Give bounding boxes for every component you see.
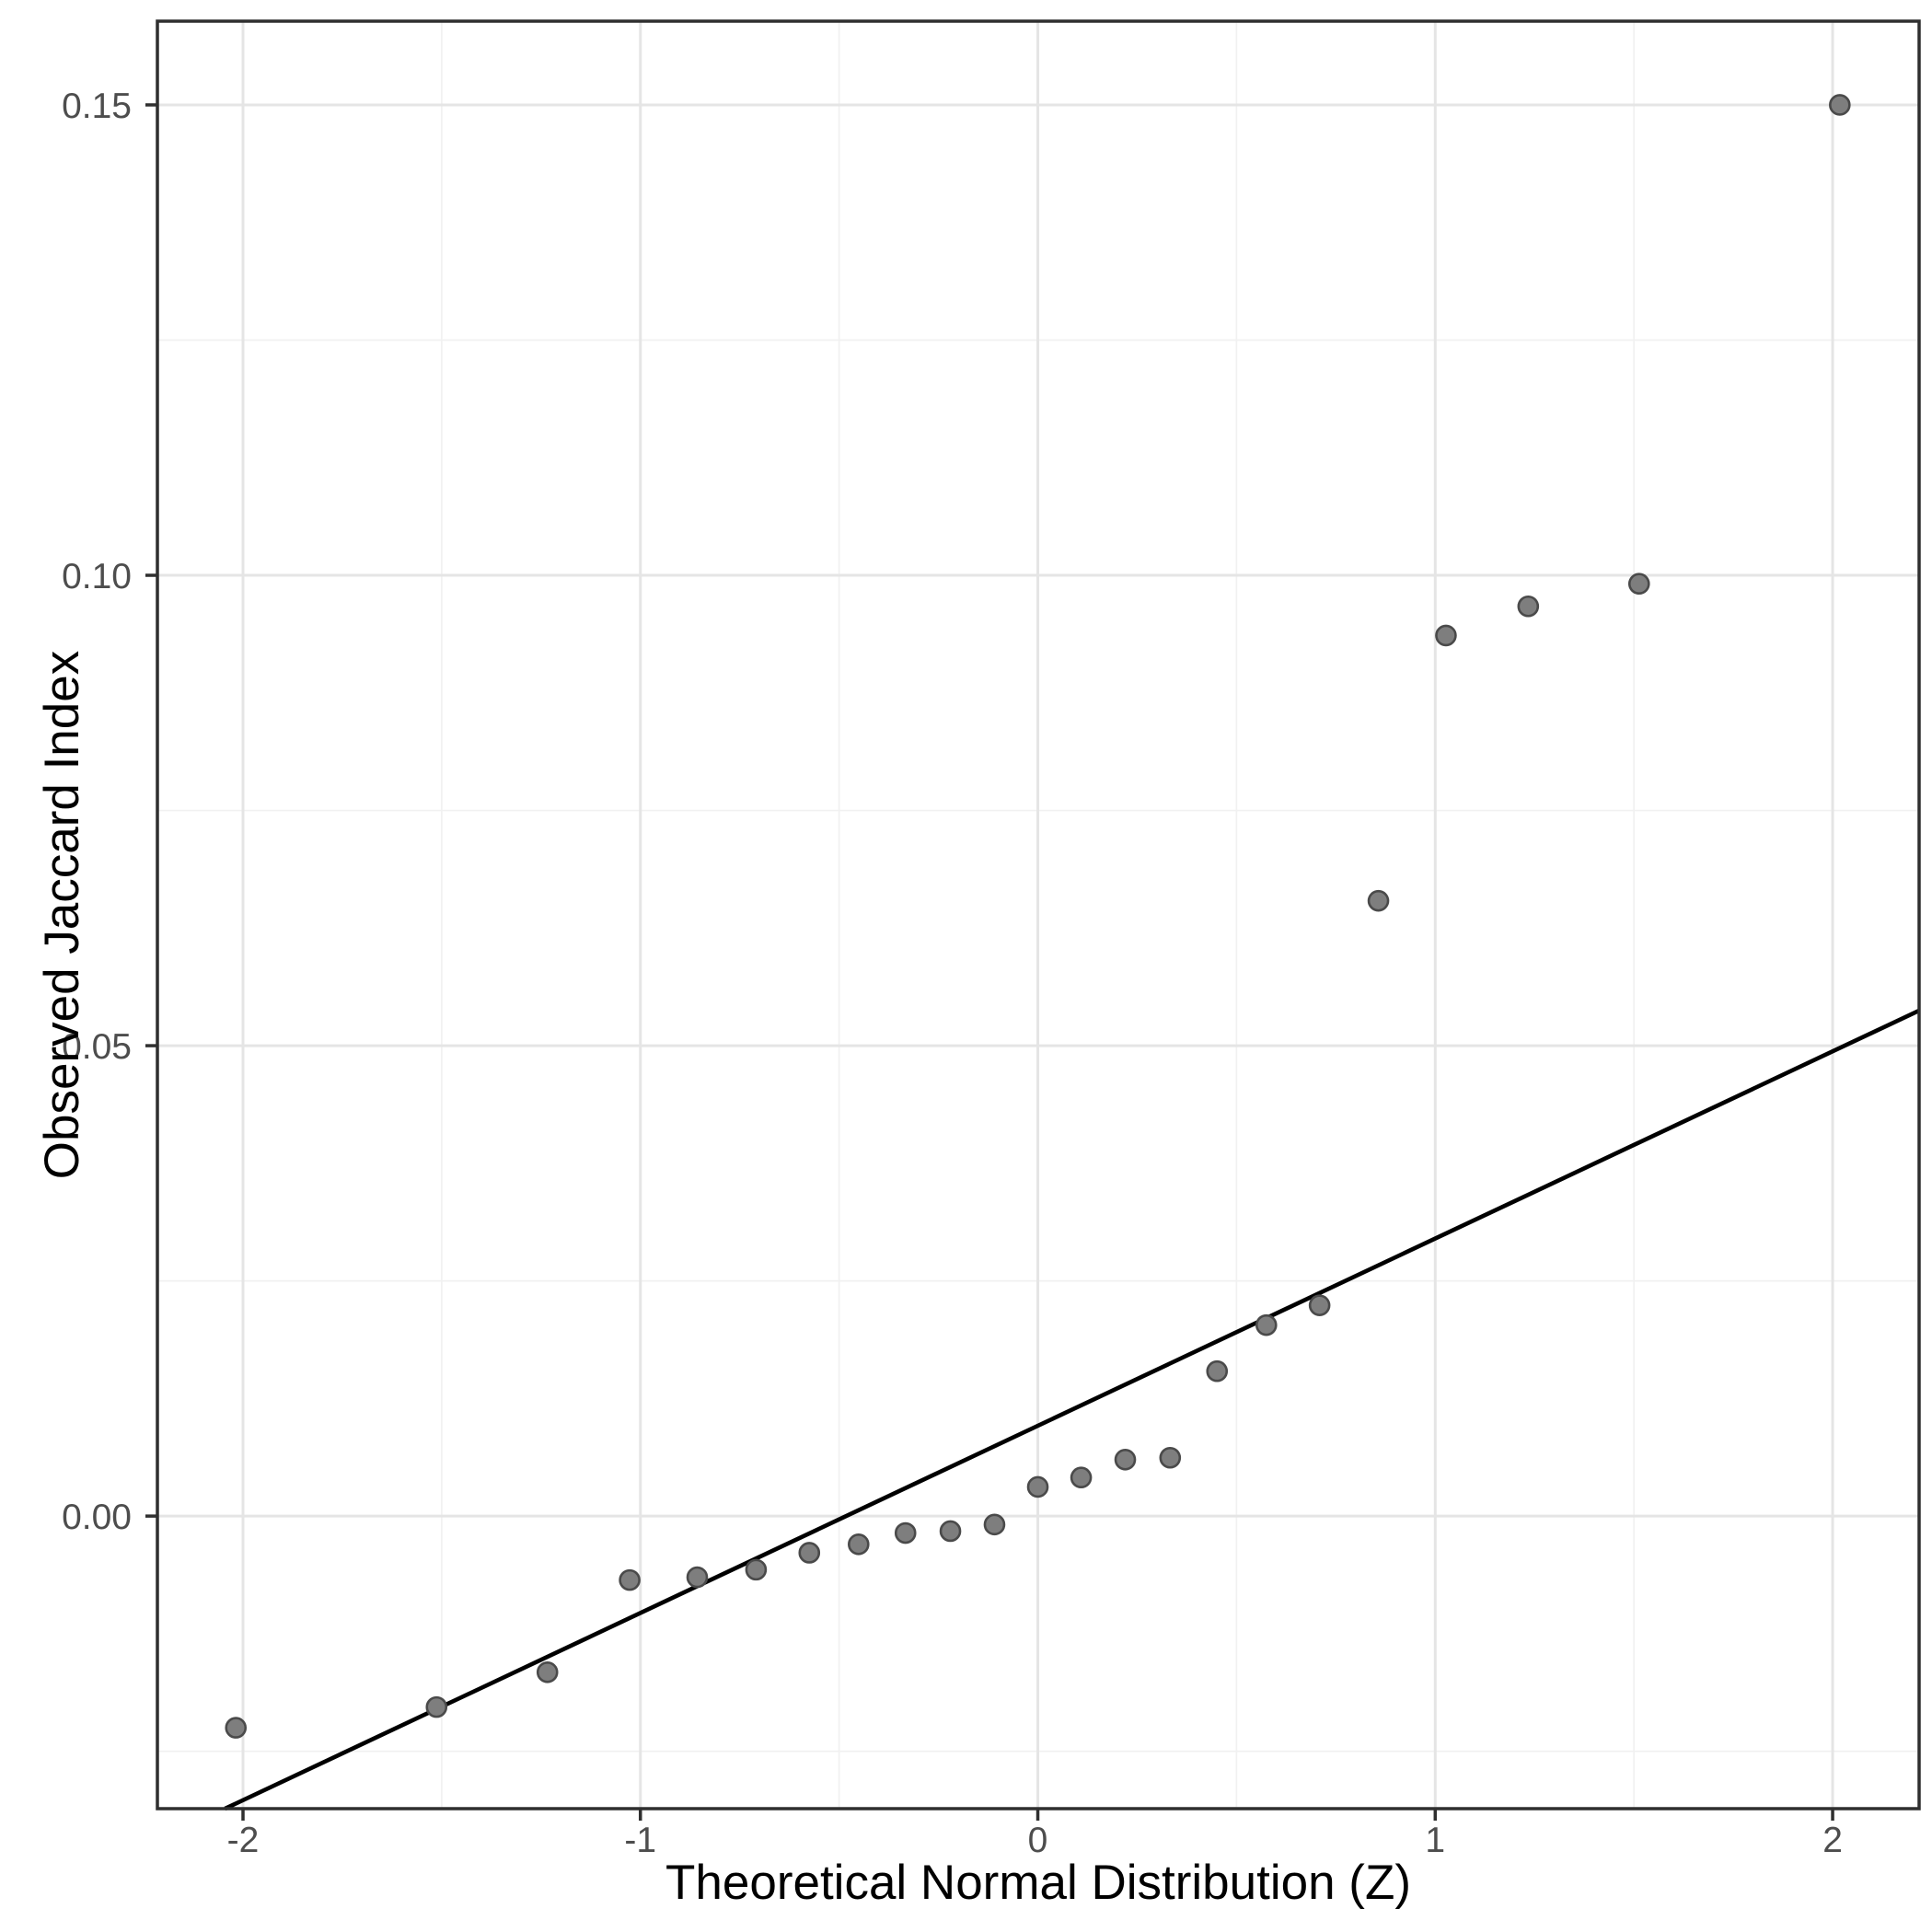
y-tick-label: 0.00 <box>62 1498 132 1537</box>
x-tick-label: -2 <box>227 1821 260 1860</box>
data-point <box>745 1558 768 1581</box>
x-tick-label: 0 <box>1028 1821 1048 1860</box>
data-point <box>848 1533 870 1556</box>
y-tick-label: 0.05 <box>62 1027 132 1067</box>
x-tick-label: 2 <box>1822 1821 1843 1860</box>
gridlines-major <box>157 21 1919 1809</box>
data-point <box>1627 573 1650 596</box>
axis-tick-labels: -2 -1 0 1 2 0.00 0.05 0.10 0.15 <box>62 87 1843 1860</box>
axis-ticks <box>145 103 1834 1821</box>
scatter-points <box>225 94 1851 1739</box>
y-tick-label: 0.15 <box>62 87 132 126</box>
data-point <box>983 1513 1006 1536</box>
data-point <box>1308 1294 1331 1316</box>
data-point <box>1114 1448 1137 1471</box>
qq-reference-line <box>224 1008 1920 1811</box>
data-point <box>1517 595 1540 618</box>
data-point <box>939 1520 962 1543</box>
y-axis-title: Observed Jaccard Index <box>35 651 89 1179</box>
data-point <box>619 1568 641 1591</box>
y-tick-label: 0.10 <box>62 557 132 596</box>
data-point <box>894 1521 917 1544</box>
data-point <box>225 1717 248 1739</box>
reference-line-group <box>224 1008 1920 1811</box>
data-point <box>798 1542 821 1564</box>
data-point <box>686 1566 709 1589</box>
data-point <box>1829 94 1851 116</box>
data-point <box>1255 1313 1278 1336</box>
data-point <box>536 1660 559 1683</box>
data-point <box>1435 624 1457 647</box>
data-point <box>1367 889 1390 912</box>
data-point <box>1159 1446 1182 1469</box>
data-point <box>425 1695 448 1718</box>
data-point <box>1070 1466 1093 1489</box>
x-tick-label: -1 <box>624 1821 656 1860</box>
x-tick-label: 1 <box>1425 1821 1445 1860</box>
x-axis-title: Theoretical Normal Distribution (Z) <box>665 1856 1411 1910</box>
data-point <box>1206 1359 1229 1382</box>
data-point <box>1026 1475 1049 1498</box>
